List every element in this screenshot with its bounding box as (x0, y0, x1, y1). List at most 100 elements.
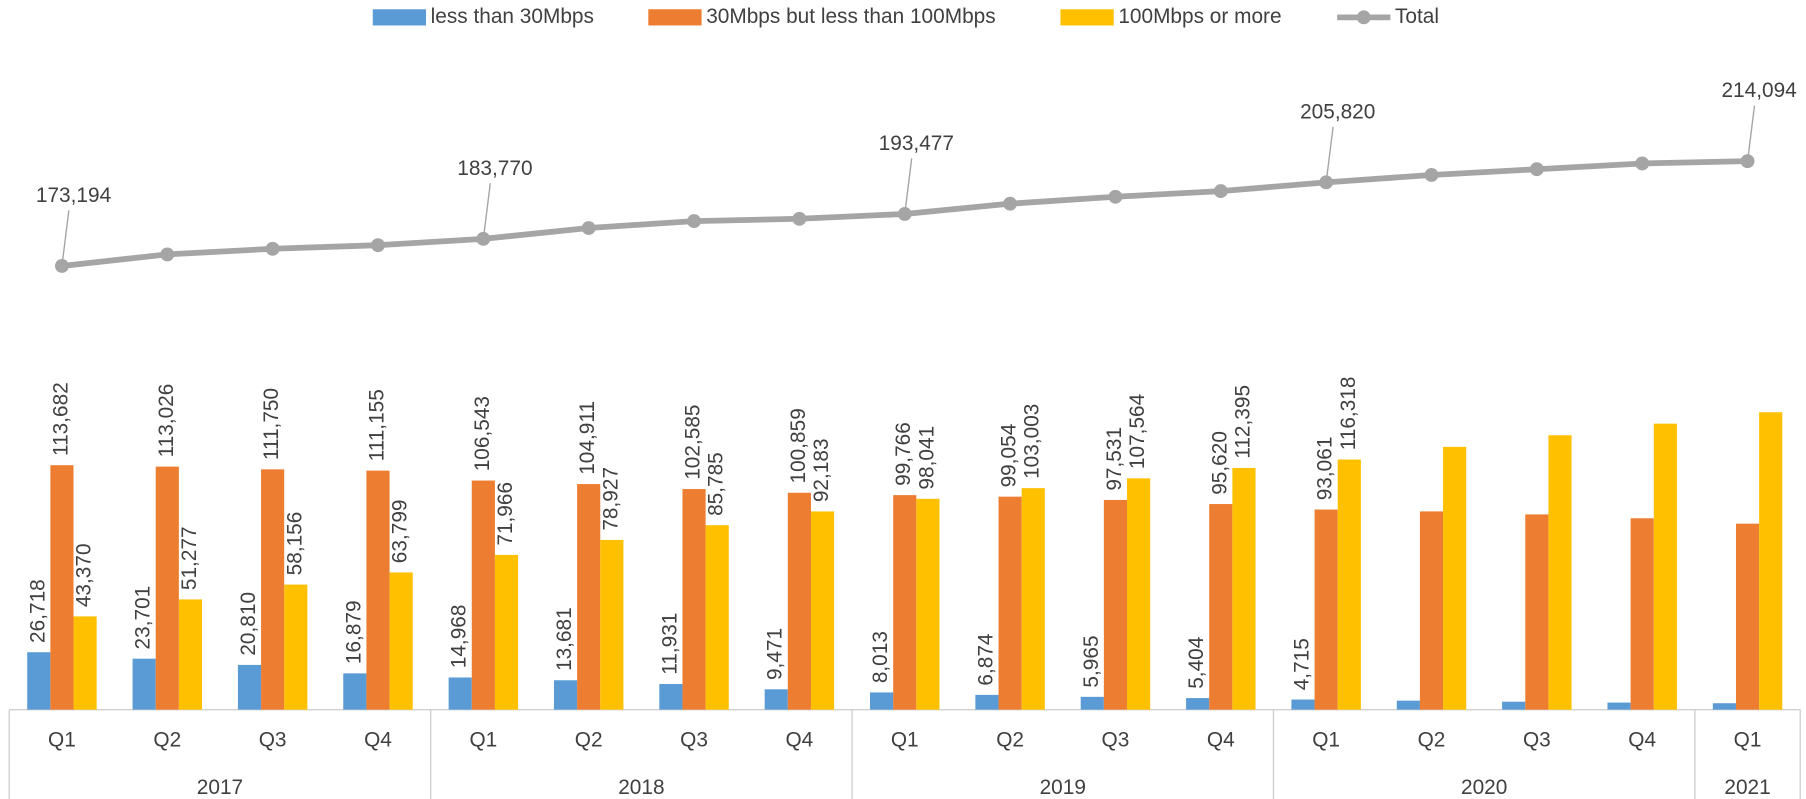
bar (1209, 504, 1233, 710)
x-tick-label: Q2 (1418, 728, 1446, 751)
leader-line (482, 183, 491, 239)
bar (870, 692, 894, 710)
legend-label: 100Mbps or more (1118, 5, 1281, 28)
bar (261, 469, 285, 710)
line-point (687, 214, 701, 229)
data-label: 173,194 (36, 184, 111, 207)
data-label: 95,620 (1208, 431, 1231, 495)
bar (366, 470, 390, 710)
data-label: 16,879 (342, 600, 365, 664)
data-label: 43,370 (73, 543, 96, 607)
bar (1291, 699, 1315, 710)
data-label: 97,531 (1103, 427, 1126, 491)
data-label: 99,766 (892, 422, 915, 486)
group-label: 2018 (618, 776, 664, 799)
data-label: 9,471 (764, 628, 787, 680)
bar (73, 616, 97, 710)
bar (998, 496, 1022, 710)
bar (1712, 703, 1736, 710)
line-point (897, 207, 912, 221)
bar (50, 465, 74, 710)
data-label: 8,013 (869, 631, 892, 683)
data-label: 103,003 (1021, 404, 1044, 479)
x-tick-label: Q4 (364, 728, 392, 751)
bar (1314, 509, 1338, 710)
plot: Q1 Q2 Q3 Q4 2017 Q1 Q2 Q3 Q4 2018 Q1 Q2 Q3 Q4 2019 Q1 Q2… (8, 5, 1801, 799)
bar (237, 664, 262, 710)
data-label: 93,061 (1314, 437, 1337, 501)
bar (810, 511, 835, 710)
bar (1396, 700, 1420, 710)
bar (1021, 488, 1045, 710)
data-label: 5,404 (1185, 637, 1208, 689)
leader-line (1746, 105, 1756, 162)
x-tick-label: Q4 (1207, 728, 1235, 751)
bar (448, 677, 472, 710)
x-tick-label: Q4 (785, 728, 813, 751)
group-label: 2020 (1461, 776, 1507, 799)
bar (1103, 499, 1128, 710)
bar (1653, 423, 1677, 710)
legend-label: 30Mbps but less than 100Mbps (706, 5, 995, 28)
data-label: 205,820 (1300, 100, 1375, 123)
bar (787, 492, 811, 710)
data-label: 85,785 (705, 452, 728, 516)
x-tick-label: Q1 (1312, 728, 1340, 751)
bar (1759, 412, 1783, 710)
bar (132, 658, 156, 710)
leader-line (61, 210, 70, 267)
data-label: 11,931 (658, 613, 681, 675)
legend-swatch (1060, 9, 1114, 26)
x-tick-label: Q3 (1102, 728, 1130, 751)
data-label: 14,968 (448, 605, 471, 669)
leader-line (904, 158, 913, 215)
x-tick-label: Q3 (259, 728, 287, 751)
bar (975, 694, 999, 710)
x-tick-label: Q1 (469, 728, 497, 751)
bar (1337, 459, 1361, 710)
data-label: 111,750 (260, 388, 283, 460)
data-label: 107,564 (1126, 394, 1149, 469)
data-label: 113,682 (49, 382, 72, 456)
data-label: 63,799 (389, 499, 412, 563)
bar (1232, 467, 1256, 710)
data-label: 111,155 (365, 389, 388, 461)
data-label: 13,681 (553, 607, 576, 671)
bar (284, 584, 308, 710)
data-label: 100,859 (787, 408, 810, 483)
bar (1186, 698, 1210, 710)
bar (471, 480, 495, 710)
bar (389, 572, 413, 710)
bar (178, 599, 203, 710)
data-label: 102,585 (682, 405, 705, 480)
line-point (1108, 189, 1123, 204)
bar (1419, 511, 1444, 710)
data-label: 26,718 (26, 579, 49, 643)
bar (764, 689, 788, 710)
bar (1548, 435, 1572, 710)
bar (553, 680, 578, 710)
data-label: 112,395 (1231, 385, 1254, 459)
bar (1502, 701, 1526, 710)
bar (916, 498, 940, 710)
group-label: 2017 (197, 776, 243, 799)
x-tick-label: Q1 (48, 728, 76, 751)
bar (893, 495, 917, 710)
x-tick-label: Q2 (996, 728, 1024, 751)
bar (155, 466, 179, 710)
x-tick-label: Q3 (680, 728, 708, 751)
group-label: 2021 (1724, 776, 1770, 799)
data-label: 98,041 (915, 426, 938, 490)
legend-label: Total (1395, 5, 1439, 28)
data-label: 106,543 (471, 396, 494, 471)
data-label: 5,965 (1080, 635, 1103, 687)
data-label: 193,477 (879, 132, 954, 155)
data-label: 4,715 (1290, 638, 1313, 690)
x-tick-label: Q1 (1734, 728, 1762, 751)
legend-label: less than 30Mbps (431, 5, 594, 28)
data-label: 58,156 (283, 512, 306, 576)
line-point (1635, 156, 1650, 171)
x-tick-label: Q2 (575, 728, 603, 751)
